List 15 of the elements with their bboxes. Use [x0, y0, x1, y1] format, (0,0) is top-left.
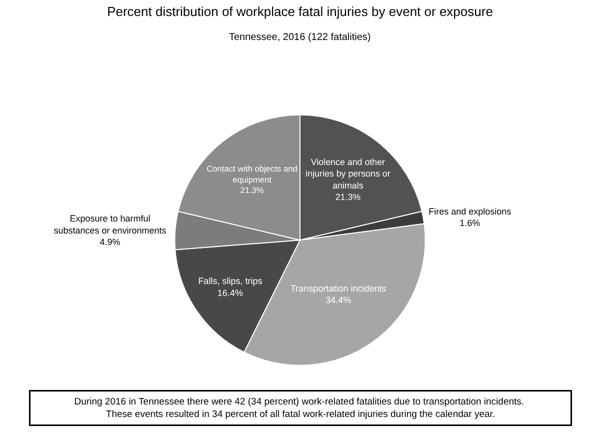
data-label: 21.3%: [240, 185, 264, 196]
data-label: 21.3%: [335, 192, 361, 202]
slice-label: Violence and other injuries by persons or animals: [306, 157, 390, 190]
slice-label: Fires and explosions: [428, 206, 512, 216]
slice-label: Contact with objects and equipment: [206, 163, 298, 184]
text: During 2016 in Tennessee there were 42 (34 percent) work-related fatalities due to transportation incidents. These events resulted in 34 percent of all fatal work-related injuries during the calendar year.: [74, 396, 527, 420]
chart-subtitle: Tennessee, 2016 (122 fatalities): [229, 32, 371, 43]
data-label: 1.6%: [460, 218, 480, 228]
chart-title: Percent distribution of workplace fatal injuries by event or exposure: [107, 4, 493, 19]
data-label: 16.4%: [217, 288, 243, 298]
slice-label: Transportation incidents: [290, 283, 387, 294]
slice-label: Exposure to harmful substances or environments: [54, 214, 167, 236]
data-label: 34.4%: [326, 295, 352, 306]
data-label: 4.9%: [100, 237, 120, 248]
slice-label: Falls, slips, trips: [198, 276, 263, 286]
